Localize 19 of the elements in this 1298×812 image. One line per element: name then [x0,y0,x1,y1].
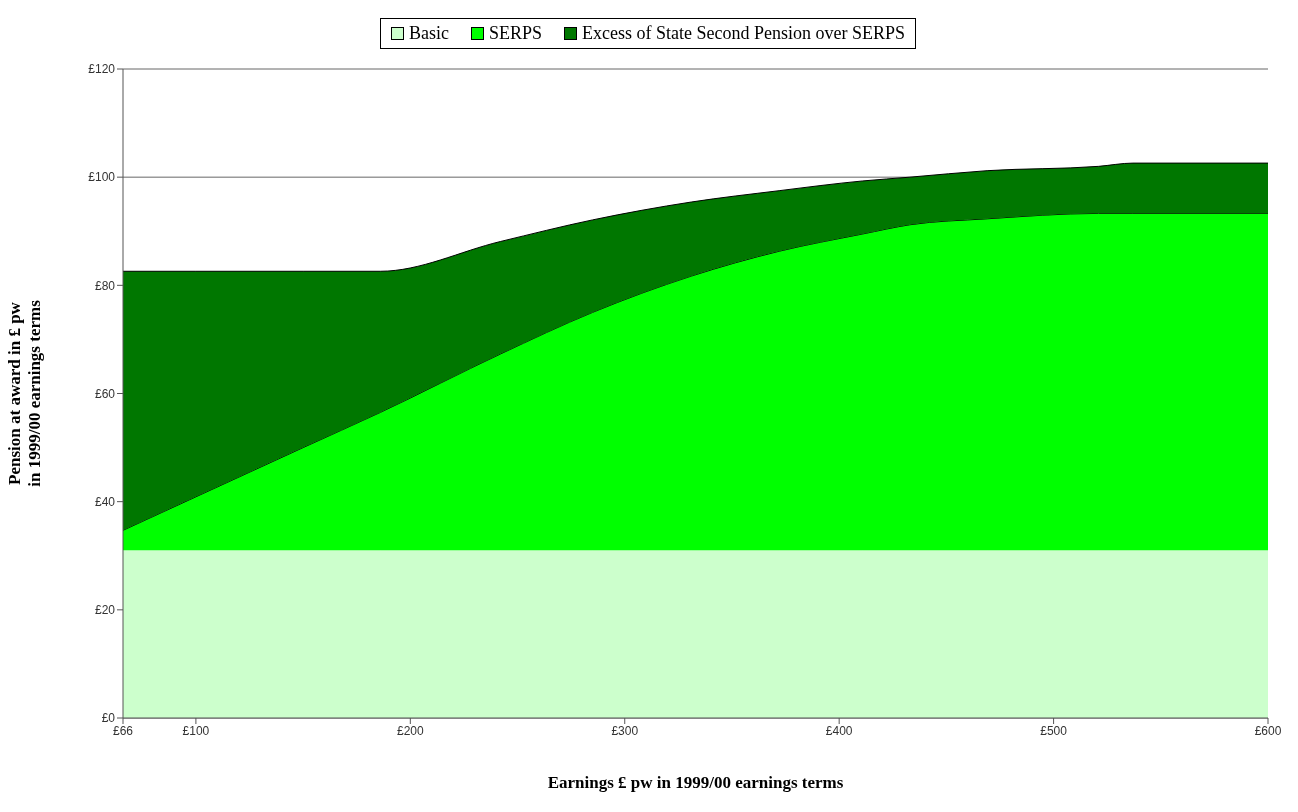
x-tick-label: £600 [1254,723,1282,738]
y-tick-label: £60 [94,386,116,401]
y-tick-label: £20 [94,603,116,618]
y-tick-label: £120 [88,62,116,77]
y-axis-title: Pension at award in £ pw in 1999/00 earnings terms [5,299,44,487]
y-tick-label: £40 [94,494,116,509]
legend-label: SERPS [488,23,543,44]
y-tick-label: £0 [101,711,116,726]
x-tick-label: £66 [112,723,134,738]
x-tick-label: £200 [396,723,424,738]
x-tick-label: £500 [1040,723,1068,738]
x-tick-label: £400 [825,723,853,738]
y-tick-label: £100 [88,170,116,185]
x-axis-title: Earnings £ pw in 1999/00 earnings terms [547,773,844,792]
y-tick-label: £80 [94,278,116,293]
legend-label: Excess of State Second Pension over SERPS [582,23,906,44]
x-tick-label: £100 [182,723,210,738]
legend-label: Basic [408,23,449,44]
x-tick-label: £300 [611,723,639,738]
